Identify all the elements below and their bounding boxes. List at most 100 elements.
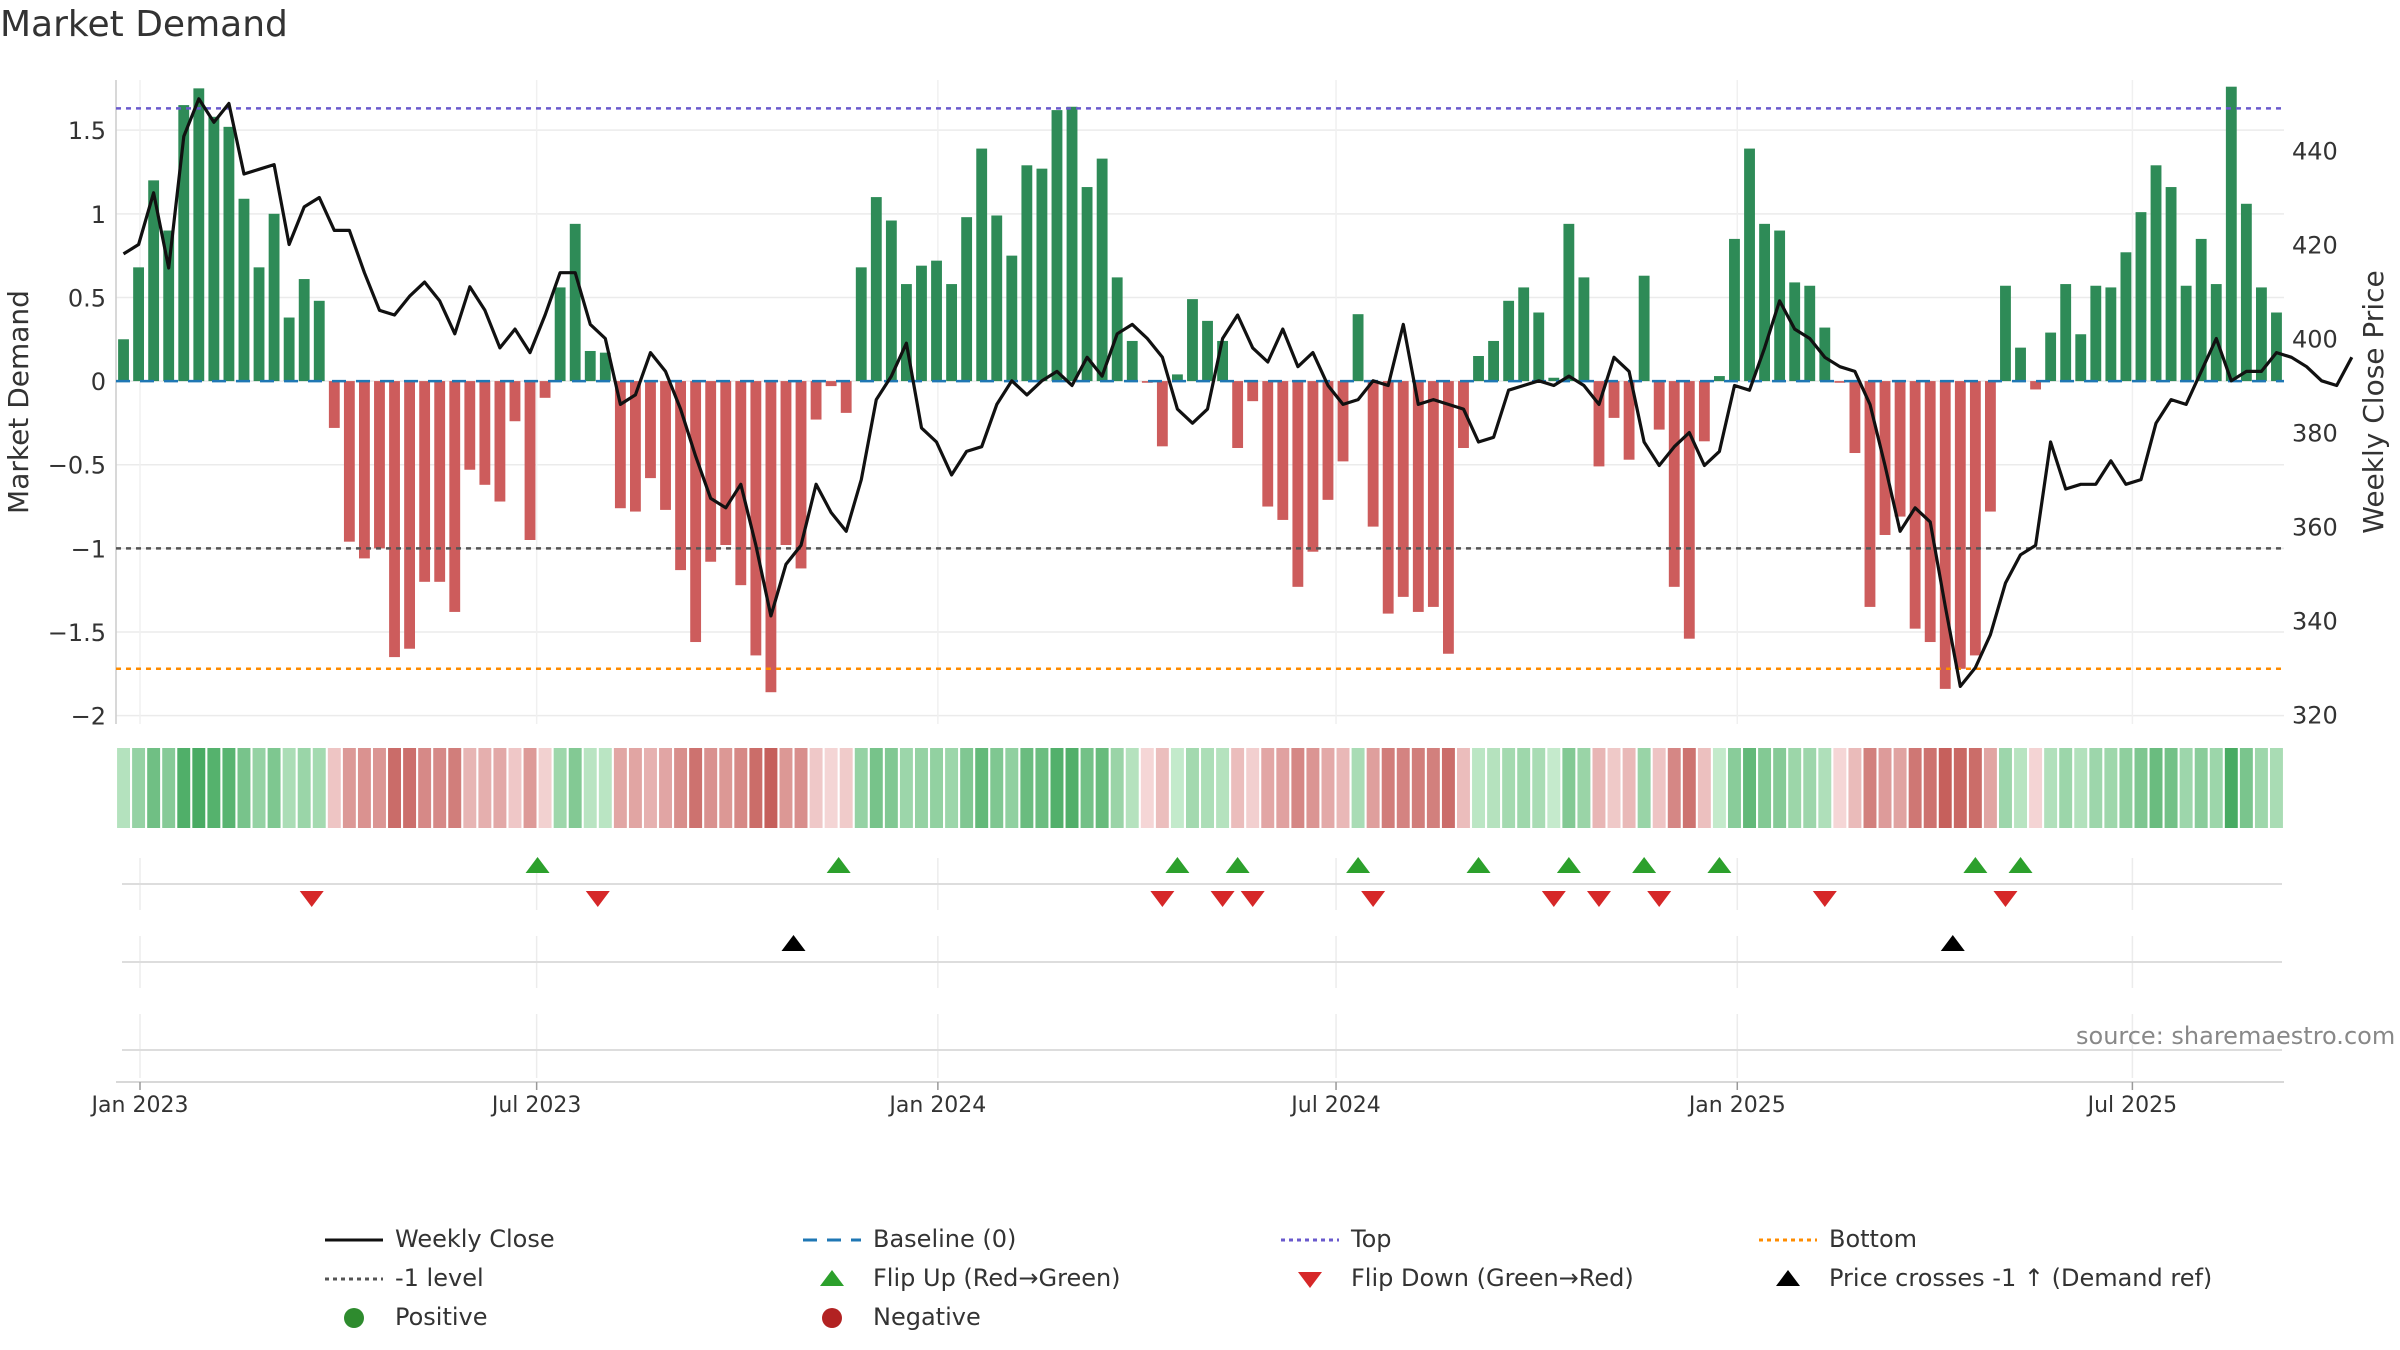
y2-tick-label: 380 [2292, 420, 2338, 448]
chart-title: Market Demand [0, 4, 288, 45]
demand-bar [1593, 381, 1605, 467]
demand-bar [991, 215, 1003, 382]
heat-cell [1938, 748, 1952, 828]
heat-cell [2269, 748, 2283, 828]
demand-bar [946, 284, 958, 382]
heat-cell [854, 748, 868, 828]
heat-cell [1743, 748, 1757, 828]
demand-bar [1789, 282, 1801, 382]
flip-up-marker [1632, 857, 1657, 873]
demand-bar [1096, 158, 1108, 382]
heat-cell [2044, 748, 2058, 828]
demand-bar [2225, 86, 2237, 382]
heat-cell [734, 748, 748, 828]
demand-bar [2000, 285, 2011, 382]
heat-cell [448, 748, 462, 828]
legend-item-top: Top [1281, 1225, 1392, 1253]
demand-bar [404, 381, 416, 649]
y2-tick-label: 420 [2292, 232, 2338, 260]
flip-up-marker [1225, 857, 1250, 873]
heat-cell [1201, 748, 1215, 828]
heat-cell [869, 748, 883, 828]
heat-cell [1005, 748, 1019, 828]
demand-bar [178, 105, 190, 382]
heat-cell [508, 748, 522, 828]
heat-cell [1652, 748, 1666, 828]
heat-cell [1231, 748, 1245, 828]
x-tick-label: Jan 2023 [90, 1093, 189, 1118]
heat-cell [1351, 748, 1365, 828]
demand-bar [675, 381, 687, 571]
demand-bar [720, 381, 732, 546]
heat-cell [613, 748, 627, 828]
heat-cell [990, 748, 1004, 828]
demand-bar [1051, 110, 1063, 382]
heat-cell [2149, 748, 2163, 828]
heat-cell [342, 748, 356, 828]
demand-bar [434, 381, 446, 582]
demand-bar [133, 267, 145, 382]
heat-cell [1607, 748, 1621, 828]
demand-bar [1111, 277, 1123, 382]
demand-bar [2165, 187, 2177, 382]
heat-cell [388, 748, 402, 828]
heat-cell [960, 748, 974, 828]
demand-bar [343, 381, 355, 542]
flip-down-marker [1240, 891, 1265, 907]
heat-cell [1336, 748, 1350, 828]
demand-bar [1006, 255, 1018, 382]
demand-bar [1292, 381, 1304, 587]
heat-cell [1456, 748, 1470, 828]
demand-bar [1382, 381, 1394, 614]
demand-bar [1412, 381, 1424, 612]
heat-cell [117, 748, 131, 828]
flip-up-marker [2008, 857, 2033, 873]
demand-bar [1021, 165, 1033, 382]
heat-cell [1758, 748, 1772, 828]
heat-cell [794, 748, 808, 828]
heat-cell [975, 748, 989, 828]
heat-cell [1968, 748, 1982, 828]
legend-item-baseline: Baseline (0) [803, 1225, 1017, 1253]
y2-tick-label: 360 [2292, 514, 2338, 542]
demand-bar [976, 148, 988, 382]
demand-bar [1217, 340, 1229, 382]
demand-bar [1367, 381, 1379, 527]
demand-bar [931, 260, 942, 382]
heat-cell [1487, 748, 1501, 828]
heat-cell [403, 748, 417, 828]
demand-bar [148, 180, 160, 382]
heat-cell [2029, 748, 2043, 828]
heat-cell [1562, 748, 1576, 828]
heat-cell [1863, 748, 1877, 828]
heat-cell [1095, 748, 1109, 828]
y-tick-label: 0 [91, 368, 106, 396]
flip-up-marker [1963, 857, 1988, 873]
demand-bar [2045, 332, 2057, 382]
demand-bar [1171, 374, 1183, 382]
heat-cell [1577, 748, 1591, 828]
heat-cell [598, 748, 612, 828]
heat-cell [1983, 748, 1997, 828]
heat-cell [1532, 748, 1546, 828]
x-tick-label: Jan 2025 [1687, 1093, 1786, 1118]
heat-cell [704, 748, 718, 828]
heat-cell [1080, 748, 1094, 828]
demand-bar [554, 287, 566, 382]
legend-item-weekly-close: Weekly Close [325, 1225, 555, 1253]
demand-bar [328, 381, 340, 428]
heat-cell [1773, 748, 1787, 828]
demand-bar [374, 381, 385, 549]
heat-cell [1020, 748, 1034, 828]
heat-cell [764, 748, 778, 828]
heat-cell [478, 748, 492, 828]
flip-down-marker [1541, 891, 1566, 907]
demand-bar [1307, 381, 1319, 552]
demand-bar [2075, 334, 2087, 382]
demand-bar [193, 88, 205, 382]
demand-bar [645, 381, 656, 479]
flip-up-marker [1707, 857, 1732, 873]
demand-bar [2105, 287, 2117, 382]
flip-up-marker [1556, 857, 1581, 873]
